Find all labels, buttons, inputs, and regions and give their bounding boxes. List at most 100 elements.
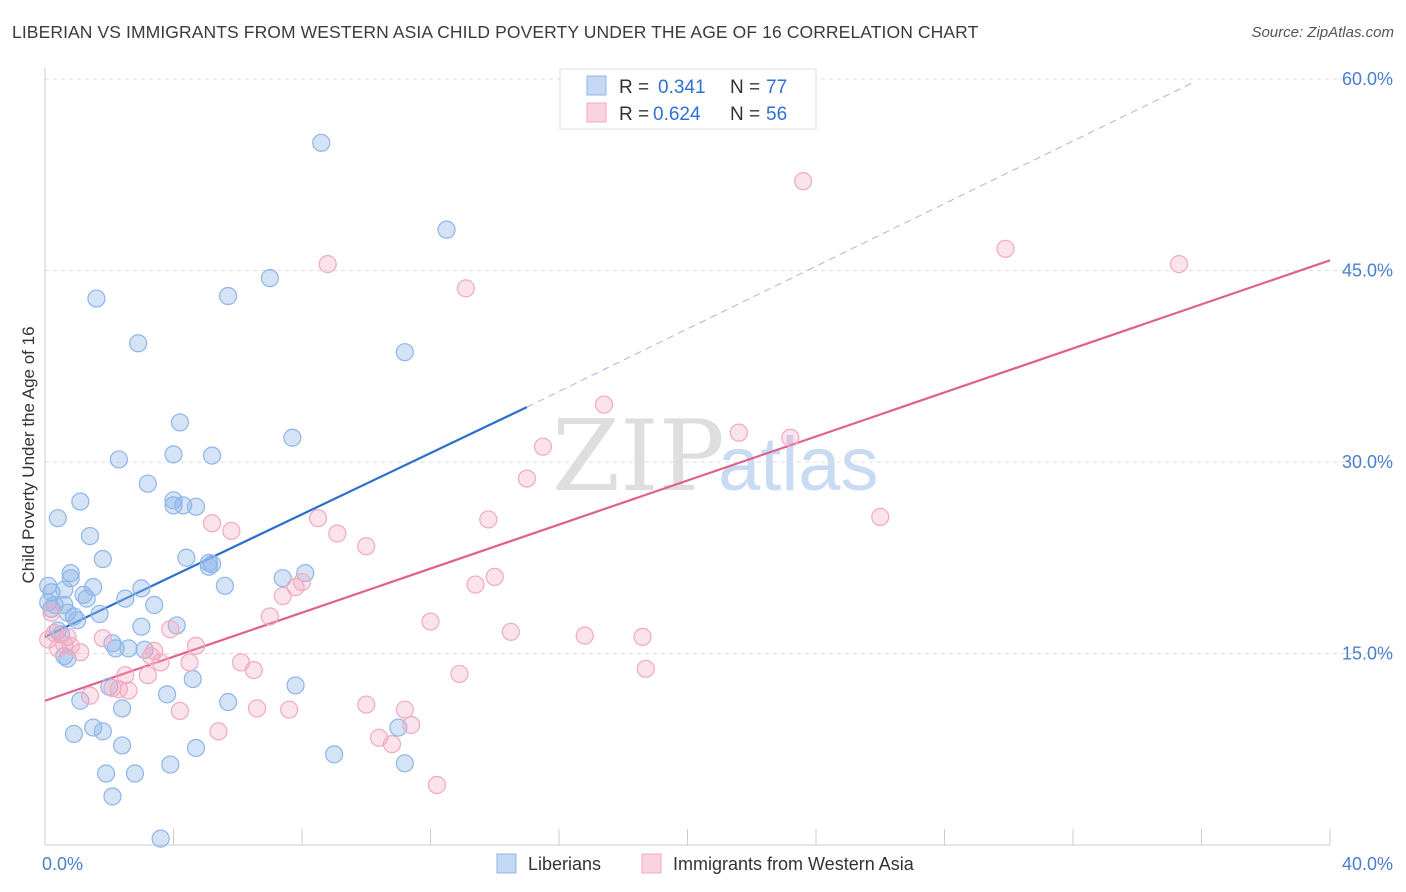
data-point [280,700,299,719]
stats-legend-swatch-western-asia [586,102,607,123]
data-point [186,636,206,655]
data-point [96,764,116,783]
data-point [119,681,138,700]
legend-swatch-liberians [496,853,517,874]
data-point [260,607,279,626]
data-point [466,575,485,594]
data-point [42,603,61,622]
data-point [395,700,414,719]
trend-lines [44,81,1331,702]
data-point [781,428,800,447]
data-point [129,334,148,353]
y-tick-label: 60.0% [1342,69,1393,89]
trend-line [44,406,528,638]
data-point [93,549,112,569]
data-point [77,589,96,608]
stats-legend-n-value: 56 [766,104,787,125]
data-points [39,133,1189,848]
data-point [138,474,157,493]
stats-legend-r-value: 0.624 [653,104,701,125]
data-point [84,718,103,737]
data-point [93,722,112,741]
grid-lines [45,78,1390,654]
data-point [116,666,135,685]
data-point [202,514,222,533]
data-point [84,578,103,597]
data-point [71,691,90,710]
data-point [456,279,475,298]
data-point [636,659,655,678]
stats-legend-r-label: R = [619,104,649,125]
data-point [244,660,263,680]
data-point [103,787,122,806]
trend-line-extension [526,81,1196,408]
data-point [202,446,222,465]
data-point [292,572,312,592]
data-point [312,133,331,152]
y-tick-label: 45.0% [1342,261,1393,281]
watermark-zip: ZIP [552,400,725,514]
data-point [71,492,90,511]
data-point [161,755,180,774]
data-point [996,239,1015,258]
chart-source: Source: ZipAtlas.com [1251,24,1394,41]
y-tick-label: 30.0% [1342,452,1393,472]
data-point [186,497,206,516]
data-point [164,491,183,510]
data-point [318,255,337,274]
stats-legend-r-value: 0.341 [658,77,706,98]
data-point [61,636,80,655]
data-point [177,548,196,567]
data-point [151,829,170,848]
data-point [125,764,145,783]
data-point [180,653,199,672]
data-point [427,775,447,795]
data-point [112,699,132,718]
data-point [202,555,222,574]
legend-label-western-asia: Immigrants from Western Asia [673,854,915,874]
tick-labels: 15.0% 30.0% 45.0% 60.0% 0.0% 40.0% [42,69,1393,874]
data-point [286,676,305,695]
chart-title: LIBERIAN VS IMMIGRANTS FROM WESTERN ASIA… [12,22,979,42]
data-point [141,646,161,666]
data-point [395,343,414,362]
data-point [186,738,206,758]
data-point [871,507,890,526]
axes [44,68,1331,846]
data-point [164,445,183,464]
data-point [164,496,183,515]
data-point [357,537,376,556]
data-point [794,172,813,191]
data-point [485,567,504,587]
data-point [145,595,164,615]
data-point [273,586,292,606]
data-point [71,643,90,662]
data-point [633,627,652,647]
data-point [421,612,440,631]
data-point [219,692,238,712]
data-point [132,617,151,636]
data-point [138,666,157,685]
data-point [151,653,170,672]
data-point [283,428,302,447]
data-point [273,569,292,588]
stats-legend-n-label: N = [730,104,760,125]
data-point [170,701,190,721]
y-tick-label: 15.0% [1342,644,1393,664]
y-axis-label: Child Poverty Under the Age of 16 [19,326,38,583]
data-point [501,622,520,641]
x-tick-label: 0.0% [42,854,83,874]
data-point [90,604,109,624]
data-point [112,736,132,755]
legend-label-liberians: Liberians [528,854,601,874]
data-point [402,715,421,735]
data-point [357,695,376,714]
stats-legend-r-label: R = [619,77,649,98]
data-point [170,413,190,432]
data-point [109,450,128,469]
data-point [116,589,135,608]
data-point [119,639,138,658]
data-point [64,724,84,744]
data-point [145,641,164,661]
data-point [437,220,456,239]
